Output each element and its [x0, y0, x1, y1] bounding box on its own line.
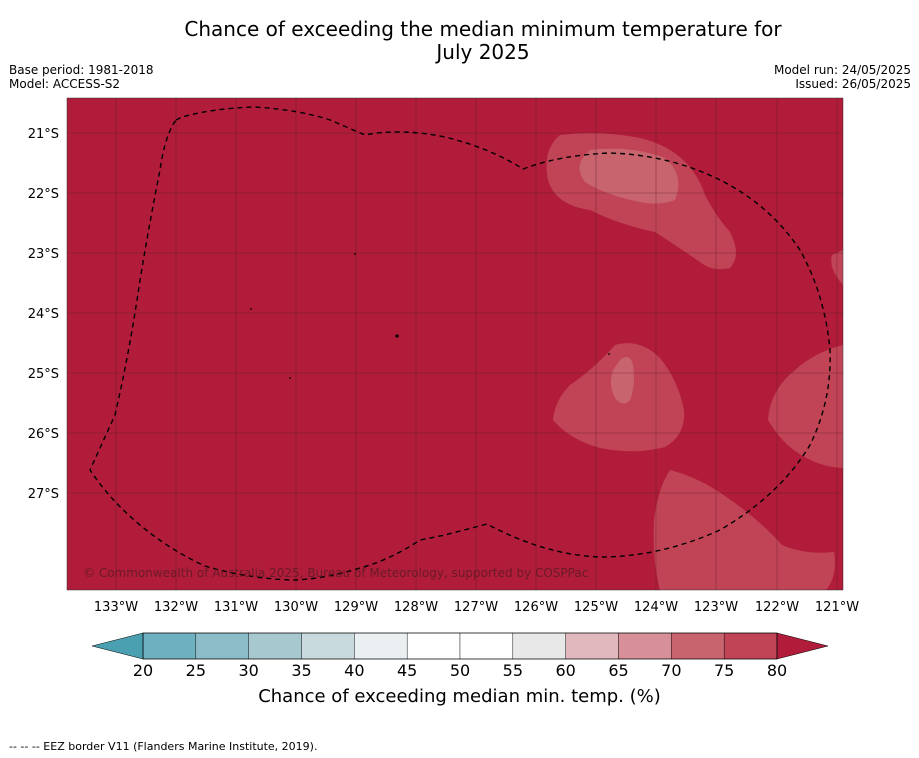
colorbar-tick-label: 60	[555, 661, 575, 680]
colorbar-label: Chance of exceeding median min. temp. (%…	[258, 686, 661, 707]
colorbar-under-arrow	[91, 632, 144, 660]
lon-label: 131°W	[214, 600, 258, 615]
latitude-labels: 21°S 22°S 23°S 24°S 25°S 26°S 27°S	[28, 127, 59, 502]
lat-label: 21°S	[28, 127, 59, 142]
gridlines	[67, 98, 843, 590]
map-panel	[66, 97, 844, 591]
colorbar-cell	[248, 632, 302, 660]
lat-label: 27°S	[28, 487, 59, 502]
colorbar-cell	[512, 632, 566, 660]
lat-label: 24°S	[28, 307, 59, 322]
colorbar-tick-label: 55	[503, 661, 523, 680]
colorbar-cell	[618, 632, 672, 660]
issued-text: Issued: 26/05/2025	[795, 77, 911, 91]
probability-area-south	[653, 470, 835, 590]
lon-label: 121°W	[815, 600, 859, 615]
lon-label: 126°W	[514, 600, 558, 615]
colorbar-cell	[354, 632, 408, 660]
colorbar-tick-label: 20	[133, 661, 153, 680]
lat-label: 22°S	[28, 187, 59, 202]
colorbar-cell	[459, 632, 514, 660]
colorbar-cell	[671, 632, 725, 660]
colorbar-cell	[723, 632, 778, 660]
probability-area-ne-inner	[579, 148, 679, 204]
lon-label: 122°W	[755, 600, 799, 615]
model-text: Model: ACCESS-S2	[9, 77, 121, 91]
colorbar-ticks: 20 25 30 35 40 45 50 55 60 65 70 75 80	[133, 661, 787, 680]
title-line-2: July 2025	[436, 40, 530, 64]
lon-label: 127°W	[454, 600, 498, 615]
colorbar-cell	[406, 632, 461, 660]
colorbar-tick-label: 65	[608, 661, 628, 680]
lon-label: 123°W	[694, 600, 738, 615]
colorbar-cell	[565, 632, 619, 660]
colorbar-frame	[142, 632, 778, 660]
lon-label: 130°W	[274, 600, 318, 615]
probability-area-center-inner	[610, 356, 634, 404]
map-title: Chance of exceeding the median minimum t…	[0, 18, 919, 64]
colorbar-tick-label: 70	[661, 661, 681, 680]
probability-area-e-edge	[831, 250, 843, 285]
metadata-right: Model run: 24/05/2025 Issued: 26/05/2025	[774, 63, 911, 91]
eez-border	[89, 106, 831, 581]
lon-label: 125°W	[574, 600, 618, 615]
lon-label: 132°W	[154, 600, 198, 615]
lat-label: 26°S	[28, 427, 59, 442]
lat-label: 25°S	[28, 367, 59, 382]
colorbar-cell	[301, 632, 355, 660]
colorbar-over-arrow	[776, 632, 829, 660]
base-period-text: Base period: 1981-2018	[9, 63, 154, 77]
lon-label: 129°W	[334, 600, 378, 615]
colorbar-tick-label: 50	[450, 661, 470, 680]
colorbar-tick-label: 45	[397, 661, 417, 680]
lon-label: 124°W	[634, 600, 678, 615]
colorbar-cell	[195, 632, 249, 660]
lon-label: 128°W	[394, 600, 438, 615]
colorbar-cell	[142, 632, 197, 660]
colorbar-tick-label: 80	[767, 661, 787, 680]
colorbar-tick-label: 25	[186, 661, 206, 680]
colorbar-tick-label: 30	[238, 661, 258, 680]
metadata-left: Base period: 1981-2018 Model: ACCESS-S2	[9, 63, 154, 91]
title-line-1: Chance of exceeding the median minimum t…	[184, 17, 782, 41]
colorbar-tick-label: 75	[714, 661, 734, 680]
lon-label: 133°W	[94, 600, 138, 615]
colorbar-tick-label: 35	[291, 661, 311, 680]
footnote: -- -- -- EEZ border V11 (Flanders Marine…	[9, 740, 318, 753]
longitude-labels: 133°W 132°W 131°W 130°W 129°W 128°W 127°…	[94, 600, 859, 615]
model-run-text: Model run: 24/05/2025	[773, 63, 911, 77]
lat-label: 23°S	[28, 247, 59, 262]
probability-area-east	[768, 345, 843, 468]
colorbar: 20 25 30 35 40 45 50 55 60 65 70 75 80	[91, 632, 829, 680]
colorbar-cells	[142, 632, 778, 660]
colorbar-tick-label: 40	[344, 661, 364, 680]
copyright-text: © Commonwealth of Australia 2025, Bureau…	[83, 566, 588, 580]
